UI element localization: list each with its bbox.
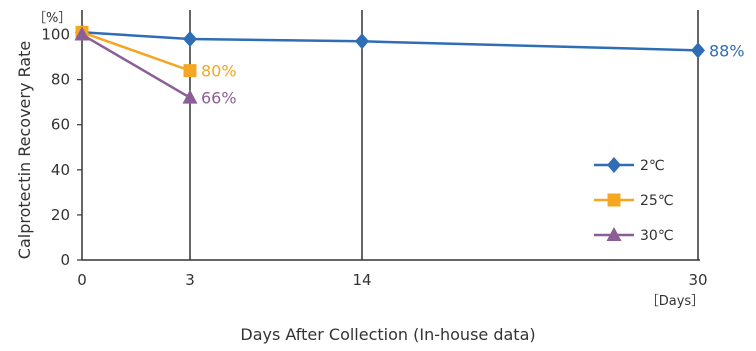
y-tick-label: 80 (51, 71, 70, 89)
x-unit-label: ［Days］ (646, 294, 704, 309)
end-value-label: 80% (201, 62, 237, 81)
series-line (81, 31, 699, 52)
legend-label: 25℃ (640, 193, 674, 209)
x-tick-label: 30 (688, 271, 707, 289)
series-group: 88% 80% 66% (74, 24, 745, 108)
end-value-label: 88% (709, 41, 745, 60)
x-tick-label: 3 (185, 271, 195, 289)
y-unit-label: ［%］ (33, 11, 71, 26)
legend-label: 30℃ (640, 228, 674, 244)
y-tick-label: 0 (60, 251, 70, 269)
x-tick-label: 0 (77, 271, 87, 289)
y-tick-label: 100 (41, 26, 70, 44)
data-point (74, 26, 90, 41)
x-tick-label: 14 (352, 271, 371, 289)
data-point (182, 89, 198, 104)
data-point (183, 64, 197, 78)
legend: 2℃ 25℃ 30℃ (594, 157, 674, 244)
legend-marker (607, 193, 621, 207)
legend-item: 25℃ (594, 193, 674, 209)
data-point (355, 33, 369, 50)
legend-marker (606, 227, 622, 241)
y-tick-labels: 0 20 40 60 80 100 (41, 26, 82, 269)
end-value-label: 66% (201, 89, 237, 108)
legend-item: 2℃ (594, 157, 665, 174)
data-point (183, 31, 197, 48)
y-axis-title: Calprotectin Recovery Rate (15, 41, 34, 259)
legend-item: 30℃ (594, 227, 674, 244)
y-tick-label: 60 (51, 116, 70, 134)
data-point (691, 42, 705, 59)
x-axis-title: Days After Collection (In-house data) (240, 325, 535, 344)
axes (81, 10, 700, 261)
legend-label: 2℃ (640, 158, 665, 174)
y-tick-label: 20 (51, 206, 70, 224)
legend-marker (607, 157, 621, 173)
series-0: 88% (75, 24, 745, 60)
series-line (81, 33, 191, 99)
series-line (81, 31, 191, 72)
x-tick-labels: 0 3 14 30 (77, 271, 707, 289)
series-2: 66% (74, 26, 237, 108)
y-tick-label: 40 (51, 161, 70, 179)
